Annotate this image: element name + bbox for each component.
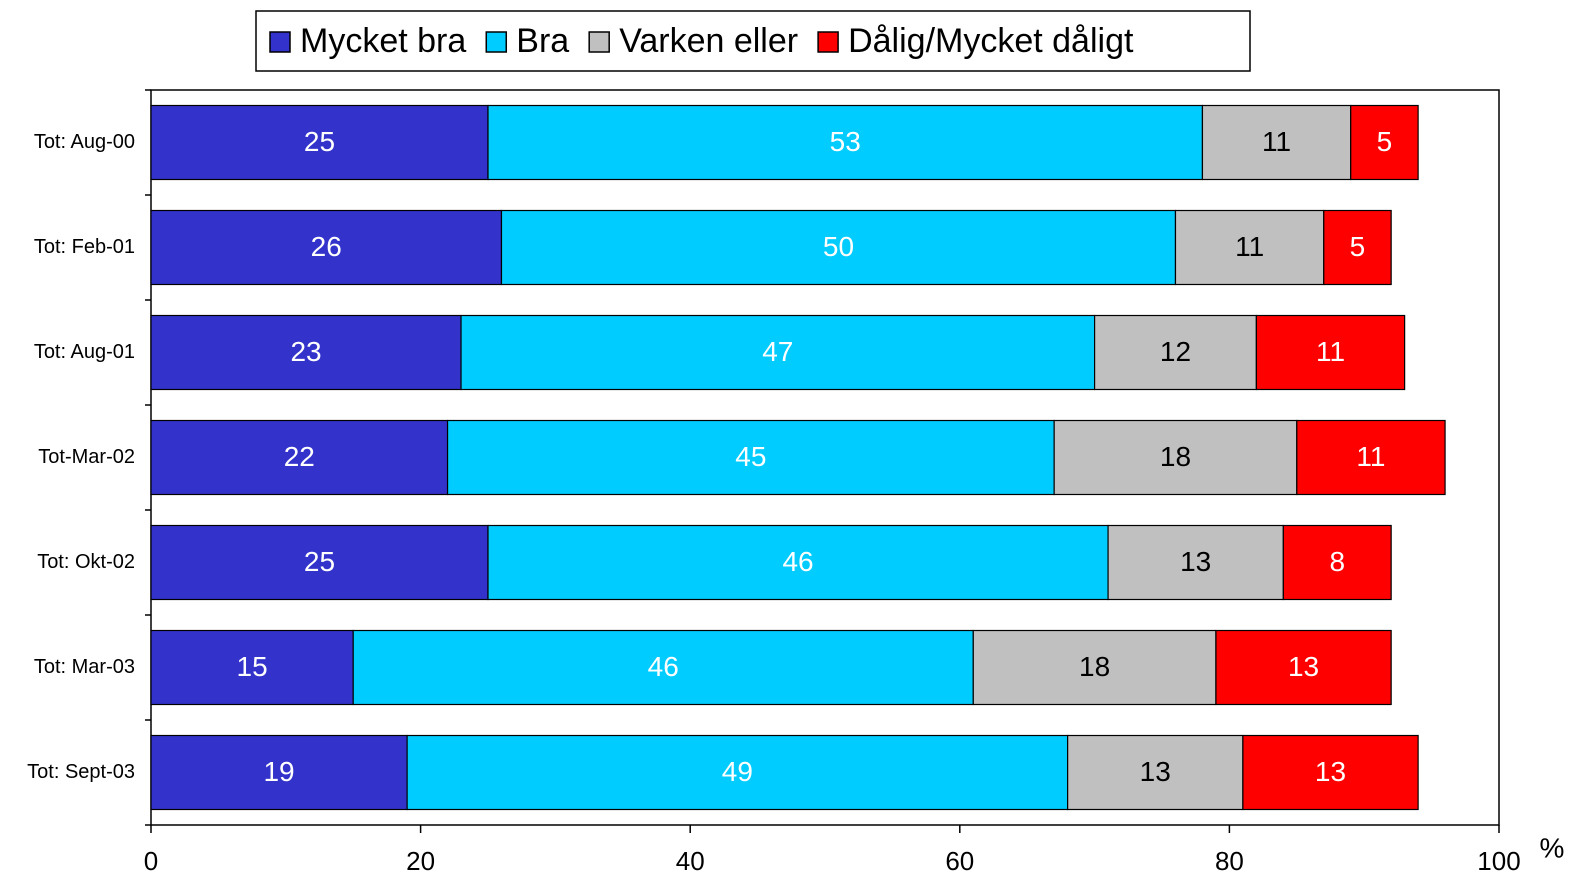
data-label: 15 [237,651,268,682]
y-tick-label: Tot: Mar-03 [34,656,135,678]
legend-swatch [817,31,839,53]
bar-segment [446,419,1055,496]
legend-swatch [588,31,610,53]
x-axis-label: % [1540,832,1565,863]
data-label: 13 [1288,651,1319,682]
legend-label: Bra [516,22,569,60]
bar-segment [150,524,489,601]
data-label: 11 [1316,336,1345,367]
legend-label: Mycket bra [300,22,466,60]
legend-swatch [485,31,508,53]
bar-segment [1174,209,1325,286]
data-label: 13 [1180,546,1211,577]
data-label: 26 [311,231,342,262]
data-label: 25 [304,546,335,577]
data-label: 8 [1329,546,1345,577]
bar-segment [487,104,1204,181]
data-label: 18 [1079,651,1110,682]
data-label: 46 [648,651,679,682]
x-tick-label: 80 [1215,846,1244,876]
data-label: 18 [1160,441,1191,472]
data-label: 11 [1235,231,1264,262]
bar-segment [150,209,503,286]
data-label: 5 [1377,126,1393,157]
data-label: 13 [1140,756,1171,787]
legend-swatch [269,31,291,53]
legend-label: Dålig/Mycket dåligt [848,22,1134,60]
data-label: 46 [782,546,813,577]
bar-segment [1296,419,1446,496]
bar-segment [972,629,1217,706]
y-tick-label: Tot: Aug-01 [34,341,135,363]
data-label: 11 [1356,441,1385,472]
x-tick-label: 40 [676,846,705,876]
bar-segment [1093,314,1257,391]
x-tick-label: 20 [406,846,435,876]
legend-box [255,10,1251,72]
data-label: 49 [722,756,753,787]
bar-segment [1067,734,1244,811]
data-label: 45 [735,441,766,472]
data-label: 47 [762,336,793,367]
bar-segment [1107,524,1284,601]
y-tick-label: Tot: Aug-00 [34,131,135,153]
bar-segment [1350,104,1419,181]
bar-segment [150,629,354,706]
bar-segment [1242,734,1419,811]
data-label: 25 [304,126,335,157]
data-label: 5 [1350,231,1366,262]
x-tick-label: 60 [945,846,974,876]
y-tick-label: Tot-Mar-02 [38,446,135,468]
x-tick-label: 0 [144,846,158,876]
bar-segment [150,314,462,391]
data-label: 11 [1262,126,1291,157]
bar-segment [460,314,1096,391]
bar-segment [1215,629,1392,706]
data-label: 19 [263,756,294,787]
bar-segment [150,734,408,811]
bar-segment [1282,524,1392,601]
bar-segment [1201,104,1352,181]
bar-segment [1053,419,1298,496]
data-label: 13 [1315,756,1346,787]
y-tick-label: Tot: Sept-03 [27,761,135,783]
bar-segment [1323,209,1392,286]
data-label: 12 [1160,336,1191,367]
x-tick-label: 100 [1477,846,1520,876]
data-label: 53 [830,126,861,157]
bar-segment [150,104,489,181]
data-label: 50 [823,231,854,262]
data-label: 23 [290,336,321,367]
bar-segment [150,419,449,496]
bar-segment [352,629,974,706]
bar-segment [1255,314,1406,391]
y-tick-label: Tot: Feb-01 [34,236,135,258]
y-tick-label: Tot: Okt-02 [37,551,135,573]
data-label: 22 [284,441,315,472]
legend-label: Varken eller [619,22,798,60]
bar-segment [487,524,1109,601]
